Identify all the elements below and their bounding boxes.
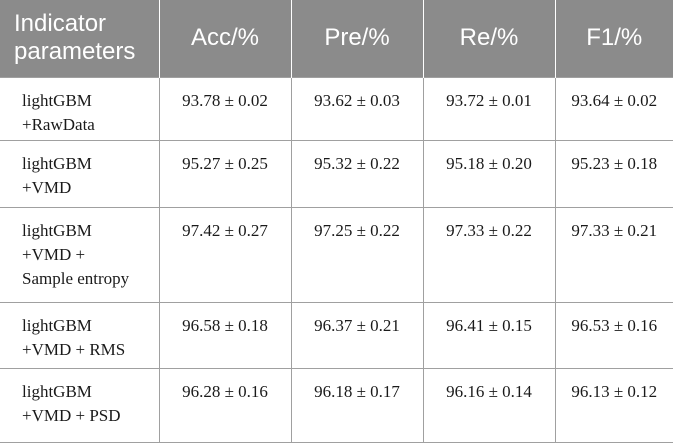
header-indicator-parameters: Indicator parameters: [0, 0, 160, 77]
method-line: Sample entropy: [22, 268, 130, 288]
method-line: lightGBM: [22, 315, 92, 335]
table-row: lightGBM +VMD 95.27 ± 0.25 95.32 ± 0.22 …: [0, 139, 673, 208]
table-row: lightGBM +VMD + PSD 96.28 ± 0.16 96.18 ±…: [0, 367, 673, 443]
f1-cell: 96.53 ± 0.16: [554, 301, 673, 369]
table-row: lightGBM +VMD + Sample entropy 97.42 ± 0…: [0, 206, 673, 303]
method-cell: lightGBM +VMD + Sample entropy: [0, 206, 160, 303]
f1-cell: 96.13 ± 0.12: [554, 367, 673, 443]
acc-cell: 97.42 ± 0.27: [158, 206, 292, 303]
pre-cell: 96.18 ± 0.17: [290, 367, 424, 443]
header-line: parameters: [14, 38, 136, 66]
header-pre: Pre/%: [291, 0, 424, 77]
re-cell: 96.16 ± 0.14: [422, 367, 556, 443]
f1-cell: 97.33 ± 0.21: [554, 206, 673, 303]
method-cell: lightGBM +VMD + PSD: [0, 367, 160, 443]
acc-cell: 93.78 ± 0.02: [158, 76, 292, 141]
pre-cell: 95.32 ± 0.22: [290, 139, 424, 208]
method-line: lightGBM: [22, 153, 92, 173]
f1-cell: 95.23 ± 0.18: [554, 139, 673, 208]
header-re: Re/%: [423, 0, 556, 77]
method-line: lightGBM: [22, 220, 92, 240]
acc-cell: 96.58 ± 0.18: [158, 301, 292, 369]
re-cell: 97.33 ± 0.22: [422, 206, 556, 303]
header-f1: F1/%: [555, 0, 673, 77]
method-cell: lightGBM +VMD + RMS: [0, 301, 160, 369]
table-body: lightGBM +RawData 93.78 ± 0.02 93.62 ± 0…: [0, 76, 673, 443]
header-row: Indicator parameters Acc/% Pre/% Re/% F1…: [0, 0, 673, 77]
table-row: lightGBM +RawData 93.78 ± 0.02 93.62 ± 0…: [0, 76, 673, 141]
method-cell: lightGBM +VMD: [0, 139, 160, 208]
f1-cell: 93.64 ± 0.02: [554, 76, 673, 141]
pre-cell: 93.62 ± 0.03: [290, 76, 424, 141]
table-row: lightGBM +VMD + RMS 96.58 ± 0.18 96.37 ±…: [0, 301, 673, 369]
header-line: Indicator: [14, 10, 107, 38]
header-acc: Acc/%: [159, 0, 292, 77]
method-line: +VMD: [22, 177, 72, 197]
pre-cell: 97.25 ± 0.22: [290, 206, 424, 303]
method-line: lightGBM: [22, 381, 92, 401]
method-line: +RawData: [22, 114, 95, 134]
table-header: Indicator parameters Acc/% Pre/% Re/% F1…: [0, 0, 673, 77]
re-cell: 95.18 ± 0.20: [422, 139, 556, 208]
method-line: lightGBM: [22, 90, 92, 110]
method-line: +VMD + RMS: [22, 339, 126, 359]
method-line: +VMD + PSD: [22, 405, 121, 425]
re-cell: 93.72 ± 0.01: [422, 76, 556, 141]
re-cell: 96.41 ± 0.15: [422, 301, 556, 369]
acc-cell: 95.27 ± 0.25: [158, 139, 292, 208]
pre-cell: 96.37 ± 0.21: [290, 301, 424, 369]
method-line: +VMD +: [22, 244, 86, 264]
method-cell: lightGBM +RawData: [0, 76, 160, 141]
acc-cell: 96.28 ± 0.16: [158, 367, 292, 443]
